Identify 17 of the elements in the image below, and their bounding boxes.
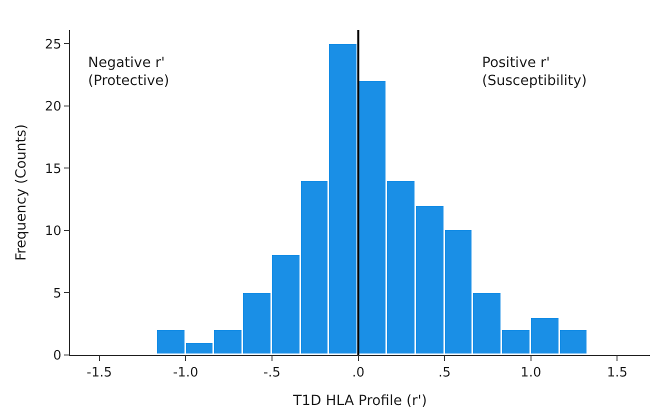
- y-tick-label: 15: [44, 162, 62, 177]
- x-tick-label: .0: [352, 366, 364, 381]
- x-tick-label: -1.5: [86, 366, 112, 381]
- y-tick-label: 20: [44, 100, 62, 115]
- x-tick-label: -.5: [263, 366, 281, 381]
- y-axis-title: Frequency (Counts): [13, 124, 30, 261]
- annotation: Positive r' (Susceptibility): [482, 55, 587, 90]
- y-tick-label: 25: [44, 37, 62, 52]
- x-tick-label: 1.5: [606, 366, 628, 381]
- y-tick-label: 10: [44, 224, 62, 240]
- x-axis-title: T1D HLA Profile (r'): [292, 392, 427, 409]
- annotation: Negative r' (Protective): [88, 55, 170, 90]
- y-tick-label: 0: [53, 348, 62, 364]
- x-tick-label: .5: [438, 366, 451, 381]
- x-tick-label: 1.0: [520, 366, 542, 381]
- x-tick-label: -1.0: [172, 366, 198, 381]
- y-tick-label: 5: [53, 286, 62, 302]
